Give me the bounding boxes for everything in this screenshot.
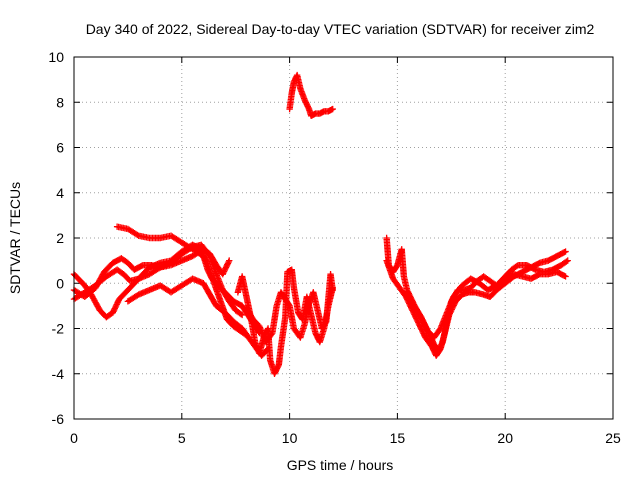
plot-frame — [73, 56, 614, 420]
y-axis-label: SDTVAR / TECUs — [7, 182, 23, 294]
data-point — [563, 258, 570, 265]
x-tick-label: 20 — [497, 430, 513, 446]
data-point — [237, 310, 245, 318]
x-tick-label: 15 — [390, 430, 406, 446]
data-point — [329, 105, 336, 113]
data-point — [238, 311, 246, 319]
y-tick-label: -4 — [52, 366, 65, 382]
series-track-7 — [243, 271, 336, 346]
data-point — [562, 273, 569, 280]
y-tick-label: 2 — [56, 230, 64, 246]
y-tick-labels: -6 -4 -2 0 2 4 6 8 10 — [48, 49, 64, 427]
data-point — [134, 231, 141, 239]
y-tick-label: 4 — [56, 185, 64, 201]
y-tick-label: 10 — [48, 49, 64, 65]
data-points — [70, 71, 571, 377]
x-tick-label: 10 — [282, 430, 298, 446]
series-track-11 — [404, 268, 569, 341]
chart-title: Day 340 of 2022, Sidereal Day-to-day VTE… — [86, 21, 595, 37]
data-point — [329, 286, 336, 294]
data-point — [226, 257, 233, 264]
y-tick-label: 6 — [56, 140, 64, 156]
y-tick-label: -2 — [52, 321, 65, 337]
data-point — [268, 331, 275, 338]
x-tick-labels: 0 5 10 15 20 25 — [70, 430, 621, 446]
data-point — [564, 257, 571, 264]
x-tick-label: 25 — [605, 430, 621, 446]
data-point — [562, 248, 569, 255]
x-tick-label: 0 — [70, 430, 78, 446]
y-tick-label: 0 — [56, 275, 64, 291]
y-tick-label: 8 — [56, 94, 64, 110]
y-tick-label: -6 — [52, 411, 65, 427]
x-tick-label: 5 — [178, 430, 186, 446]
grid-lines — [74, 57, 613, 419]
x-axis-label: GPS time / hours — [287, 457, 394, 473]
series-track-8 — [286, 71, 336, 120]
